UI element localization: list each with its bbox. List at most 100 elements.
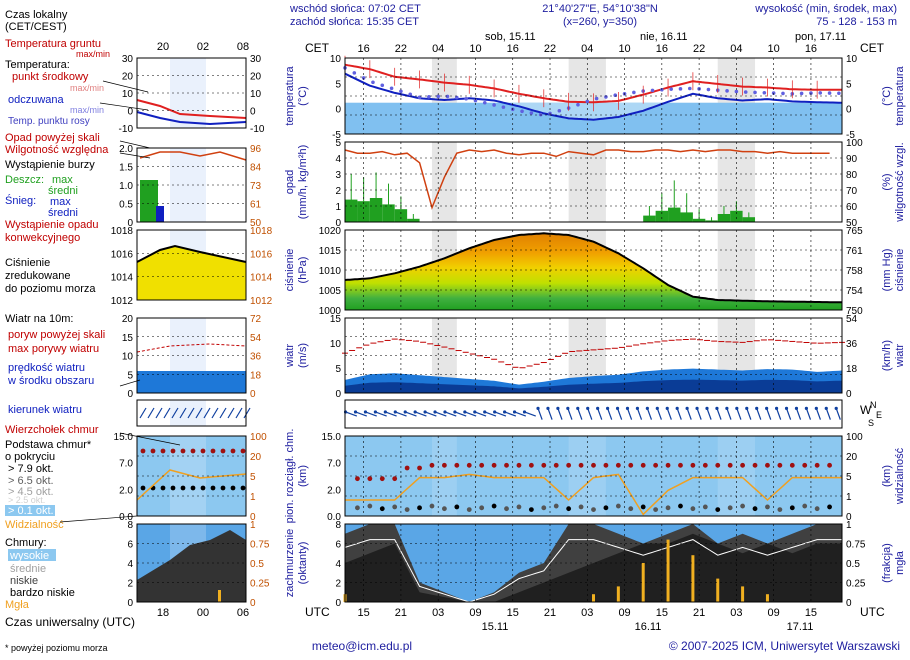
y-tick-right: 100 <box>846 138 863 149</box>
wind-arrow-head <box>576 406 580 410</box>
y-tick: 5 <box>335 138 341 149</box>
left-axis-title: zachmurzenie <box>284 529 296 597</box>
legend-connector <box>119 379 141 387</box>
utc-tick: 15 <box>358 607 370 619</box>
legend-text: > 2.5 okt. <box>8 495 45 505</box>
wind-arrow-head <box>453 410 457 414</box>
cloud-top-dot <box>466 462 472 468</box>
legend-y-tick: 2 <box>127 579 133 590</box>
legend-cloud-top-dot <box>200 448 206 454</box>
wind-arrow-head <box>343 410 348 414</box>
dew-point-dot <box>371 80 375 85</box>
legend-text: max porywy wiatru <box>8 343 99 355</box>
cloud-base-dot <box>355 505 360 511</box>
dew-point-dot <box>455 95 459 100</box>
legend-panel-3 <box>136 317 247 394</box>
dew-point-dot <box>734 89 739 94</box>
winddir-frame <box>344 399 843 429</box>
temp-frame <box>344 57 843 135</box>
wind-arrow <box>597 408 603 420</box>
utc-tick: 03 <box>432 607 444 619</box>
legend-y-tick: 1014 <box>111 273 134 284</box>
right-axis-title: temperatura <box>894 65 906 125</box>
cloud-top-dot <box>479 462 485 468</box>
y-tick-right: 100 <box>846 432 863 443</box>
wind-arrow <box>514 411 527 417</box>
fog-bar <box>765 594 769 602</box>
legend-y-tick-right: 20 <box>250 452 262 463</box>
wind-arrow-head <box>705 406 709 410</box>
utc-legend-tick: 18 <box>157 607 169 619</box>
legend-text: > 0.1 okt. <box>8 505 54 517</box>
cloud-top-dot <box>528 462 534 468</box>
pressure-line <box>344 232 842 304</box>
y-tick-right: 90 <box>846 154 858 165</box>
wind-arrow-head <box>784 406 789 410</box>
legend-connector <box>99 102 149 111</box>
local-tick: 08 <box>237 41 249 53</box>
cloud-base-dot <box>615 503 621 509</box>
cet-tick: 22 <box>395 43 407 55</box>
wind-arrow <box>405 411 417 417</box>
legend-snow-bar <box>156 206 164 222</box>
rain-mid-bar <box>668 207 681 222</box>
cloud-top-dot <box>454 462 460 468</box>
altitude-values: 75 - 128 - 153 m <box>816 16 897 28</box>
wind-arrow <box>835 408 841 420</box>
y-tick-right: 18 <box>846 364 858 375</box>
legend-rain-bar <box>140 180 158 222</box>
compass-w: W <box>860 403 872 417</box>
legend-y-tick: 10 <box>122 89 134 100</box>
legend-panel-2 <box>136 229 247 301</box>
legend-y-tick-right: 1 <box>250 520 256 531</box>
rain-mid-bar <box>730 210 743 222</box>
legend-y-tick-right: 0.5 <box>250 559 264 570</box>
legend-y-tick: 7.0 <box>119 459 133 470</box>
legend-cloud-base-dot <box>200 485 206 491</box>
cloud-base-dot <box>429 503 435 509</box>
wind-arrow <box>646 408 653 420</box>
wind-arrow <box>766 408 772 420</box>
legend-panel-frame <box>136 147 247 223</box>
legend-y-tick-right: 30 <box>250 54 262 65</box>
legend-cloud-top-dot <box>230 448 236 454</box>
y-tick: 5 <box>335 79 341 90</box>
cloud-base-dot <box>777 507 783 512</box>
wind-direction-arrows <box>343 399 843 429</box>
wind-arrow <box>676 408 682 420</box>
pressure-grid <box>344 229 843 311</box>
y-tick-right: 80 <box>846 170 858 181</box>
y-tick: 0 <box>335 218 341 229</box>
legend-text: Deszcz: <box>5 174 44 186</box>
cloud-base-dot <box>504 506 509 512</box>
cet-tick: 10 <box>618 43 630 55</box>
wind-arrow-head <box>745 406 749 410</box>
cloud-top-dot <box>702 462 708 468</box>
cet-tick: 16 <box>507 43 519 55</box>
legend-text: Opad powyżej skali <box>5 132 100 144</box>
legend-connector <box>119 152 151 159</box>
legend-panel-1 <box>136 147 247 223</box>
y-tick-right: 0 <box>846 105 852 116</box>
y-tick-right: 0 <box>846 598 852 609</box>
day-label-bottom: 15.11 <box>482 621 509 633</box>
wind-arrow-head <box>493 410 497 414</box>
legend-wind-arrow <box>163 407 171 419</box>
wind-arrow-head <box>353 410 358 414</box>
cloud-top-dot <box>678 462 683 468</box>
legend-y-tick-right: 1016 <box>250 249 273 260</box>
cet-label-left: CET <box>305 41 330 55</box>
dew-point-dot <box>492 103 496 107</box>
cloud-top-dot <box>740 462 745 468</box>
fog-bar <box>741 586 745 602</box>
legend-cloud-top-dot <box>160 448 166 454</box>
legend-text: Widzialność <box>5 519 64 531</box>
wind-arrow <box>776 408 782 420</box>
legend-wind-arrow <box>171 407 179 419</box>
y-tick: 8 <box>335 520 341 531</box>
rain-mid-bar <box>357 201 370 222</box>
cloud-base-dot <box>640 504 646 510</box>
wind-series <box>342 338 845 393</box>
legend-gust-line <box>136 343 247 353</box>
legend-cloud-base-dot <box>240 485 246 491</box>
